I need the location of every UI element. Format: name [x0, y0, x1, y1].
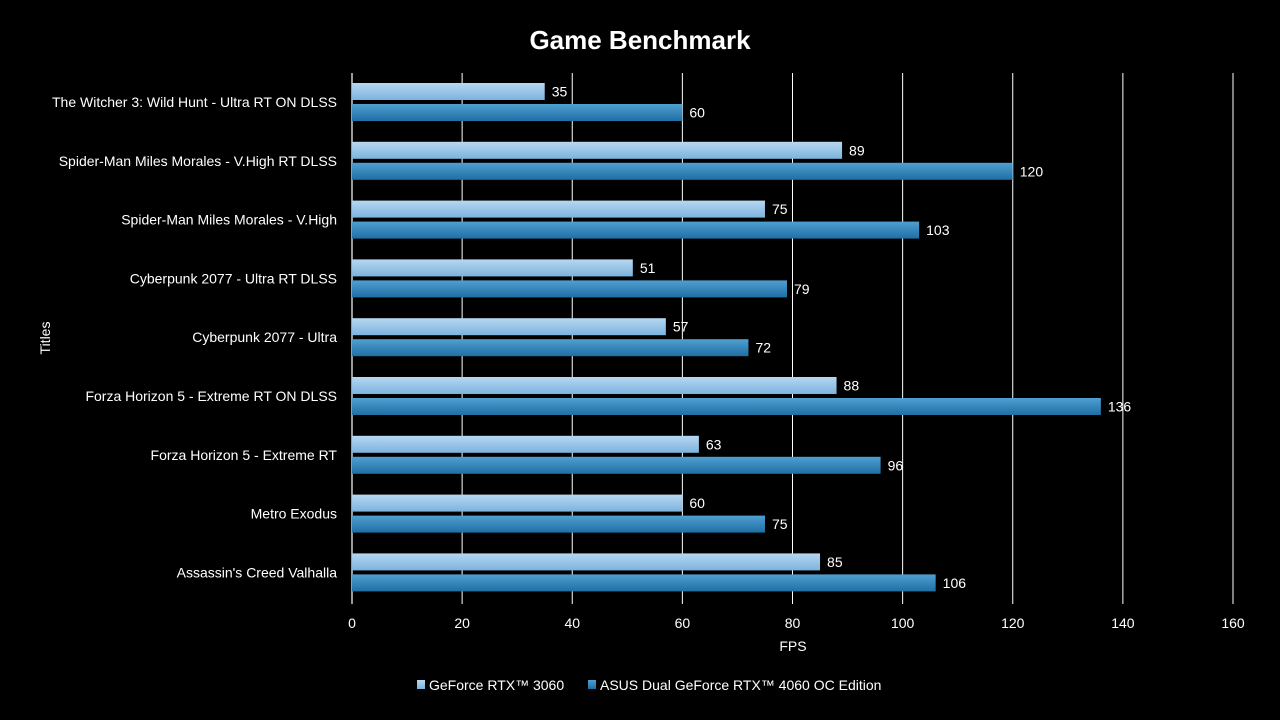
data-label: 60: [689, 495, 705, 511]
data-label: 136: [1108, 399, 1132, 415]
bar: [352, 259, 633, 277]
x-tick-label: 40: [564, 615, 580, 631]
data-label: 79: [794, 281, 810, 297]
data-label: 72: [755, 340, 771, 356]
data-label: 106: [943, 575, 967, 591]
bar: [352, 398, 1101, 415]
legend-label: GeForce RTX™ 3060: [429, 677, 564, 693]
category-label: Cyberpunk 2077 - Ultra: [192, 329, 337, 345]
bar: [352, 515, 765, 533]
value-labels: 35 60 89 120 75 103 51 79 57 72 88 136 63 96 60 75 85 106: [552, 84, 1132, 591]
bar: [352, 553, 821, 571]
category-label: Spider-Man Miles Morales - V.High: [121, 212, 337, 228]
bars: [352, 83, 1101, 592]
x-tick-label: 120: [1001, 615, 1025, 631]
data-label: 57: [673, 319, 689, 335]
data-label: 103: [926, 222, 950, 238]
x-axis-label: FPS: [779, 638, 806, 654]
category-labels: The Witcher 3: Wild Hunt - Ultra RT ON D…: [52, 94, 337, 580]
category-label: Assassin's Creed Valhalla: [177, 564, 338, 580]
data-label: 75: [772, 516, 788, 532]
legend-swatch: [588, 680, 596, 689]
x-tick-label: 140: [1111, 615, 1135, 631]
legend-label: ASUS Dual GeForce RTX™ 4060 OC Edition: [600, 677, 881, 693]
x-tick-label: 80: [785, 615, 801, 631]
x-tick-label: 160: [1221, 615, 1245, 631]
data-label: 88: [844, 378, 860, 394]
bar: [352, 377, 837, 394]
bar: [352, 280, 787, 298]
data-label: 75: [772, 201, 788, 217]
data-label: 120: [1020, 163, 1044, 179]
legend: GeForce RTX™ 3060 ASUS Dual GeForce RTX™ …: [417, 677, 881, 693]
bar: [352, 221, 920, 239]
bar: [352, 200, 765, 218]
data-label: 96: [888, 457, 904, 473]
data-label: 60: [689, 105, 705, 121]
bar: [352, 574, 936, 592]
category-label: The Witcher 3: Wild Hunt - Ultra RT ON D…: [52, 94, 337, 110]
bar: [352, 494, 683, 512]
bar: [352, 141, 843, 159]
category-label: Forza Horizon 5 - Extreme RT ON DLSS: [85, 388, 337, 404]
y-axis-label: Titles: [37, 322, 53, 355]
category-label: Spider-Man Miles Morales - V.High RT DLS…: [59, 153, 337, 169]
x-tick-label: 0: [348, 615, 356, 631]
data-label: 63: [706, 436, 722, 452]
data-label: 89: [849, 142, 865, 158]
x-tick-label: 60: [675, 615, 691, 631]
grid: [351, 73, 1234, 604]
bar: [352, 104, 683, 121]
x-tick-labels: 0 20 40 60 80 100 120 140 160: [348, 615, 1245, 631]
x-tick-label: 100: [891, 615, 915, 631]
category-label: Cyberpunk 2077 - Ultra RT DLSS: [130, 270, 337, 286]
data-label: 51: [640, 260, 656, 276]
bar: [352, 435, 699, 453]
category-label: Metro Exodus: [251, 506, 337, 522]
bar: [352, 318, 666, 336]
x-tick-label: 20: [454, 615, 470, 631]
bar: [352, 456, 881, 474]
bar: [352, 162, 1013, 180]
bar: [352, 83, 545, 100]
data-label: 35: [552, 84, 568, 100]
bar: [352, 339, 749, 357]
chart-title: Game Benchmark: [529, 25, 751, 55]
category-label: Forza Horizon 5 - Extreme RT: [151, 447, 338, 463]
legend-swatch: [417, 680, 425, 689]
data-label: 85: [827, 554, 843, 570]
